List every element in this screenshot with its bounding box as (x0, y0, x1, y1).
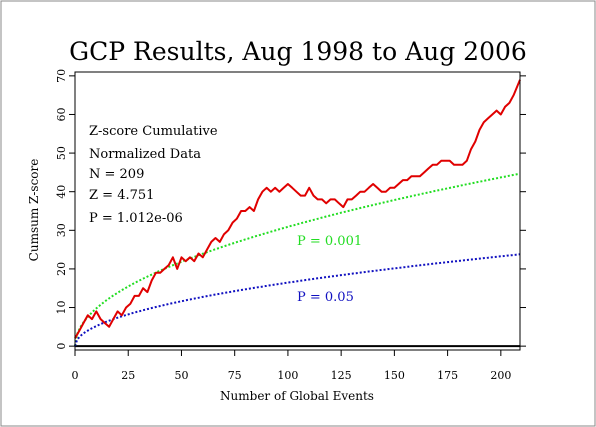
series-layer (74, 79, 521, 348)
x-tick-label: 125 (331, 369, 352, 382)
y-tick-label: 0 (55, 343, 68, 350)
y-tick-label: 30 (55, 223, 68, 237)
annotation-line: Z = 4.751 (89, 188, 154, 203)
x-tick-label: 50 (174, 369, 188, 382)
y-tick-label: 60 (55, 107, 68, 121)
cumulative-zscore-line (74, 79, 521, 339)
x-tick-label: 150 (384, 369, 405, 382)
chart-title: GCP Results, Aug 1998 to Aug 2006 (69, 37, 527, 66)
plot-frame (74, 71, 521, 351)
annotation-line: N = 209 (89, 167, 144, 182)
axes: 0 25 50 75 100 125 150 175 200 0 10 20 30 40 50 60 70 (55, 69, 526, 382)
p001-series-label: P = 0.001 (297, 234, 362, 249)
y-tick-label: 50 (55, 146, 68, 160)
annotation-line: Normalized Data (89, 147, 201, 162)
x-tick-label: 100 (277, 369, 298, 382)
x-tick-label: 175 (437, 369, 458, 382)
x-tick-label: 200 (490, 369, 511, 382)
x-axis-label: Number of Global Events (220, 389, 374, 403)
p001-curve (74, 172, 521, 347)
annotation-line: Z-score Cumulative (89, 124, 218, 139)
annotation-line: P = 1.012e-06 (89, 211, 183, 226)
stats-annotation: Z-score Cumulative Normalized Data N = 2… (89, 124, 218, 226)
y-axis-label: Cumsum Z-score (27, 159, 41, 262)
y-tick-label: 40 (55, 185, 68, 199)
p05-series-label: P = 0.05 (297, 290, 354, 305)
x-tick-label: 75 (228, 369, 242, 382)
y-tick-label: 10 (55, 301, 68, 315)
y-tick-label: 20 (55, 262, 68, 276)
x-tick-label: 0 (72, 369, 79, 382)
y-tick-label: 70 (55, 69, 68, 83)
p05-curve (74, 253, 521, 347)
x-tick-label: 25 (121, 369, 135, 382)
